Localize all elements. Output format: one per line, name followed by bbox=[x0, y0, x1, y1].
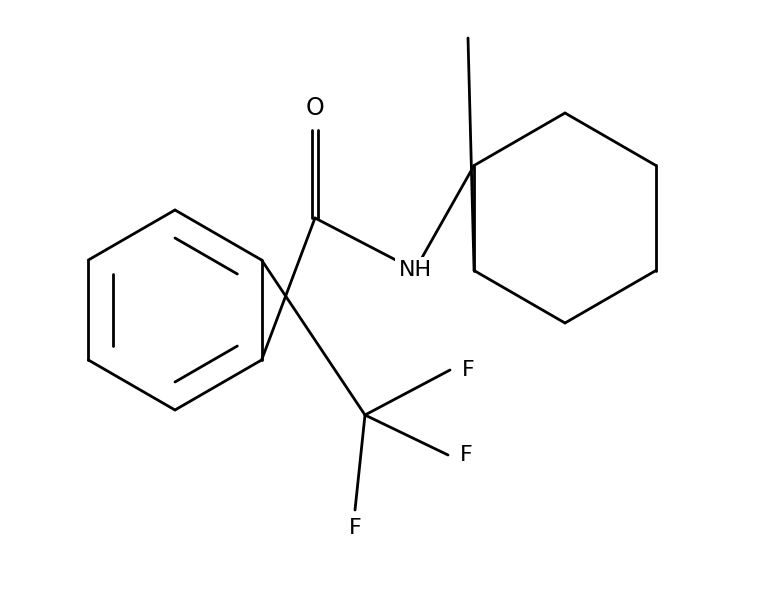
Text: F: F bbox=[460, 445, 472, 465]
Text: NH: NH bbox=[398, 260, 432, 280]
Text: F: F bbox=[461, 360, 475, 380]
Text: O: O bbox=[306, 96, 324, 120]
Text: F: F bbox=[349, 518, 361, 538]
